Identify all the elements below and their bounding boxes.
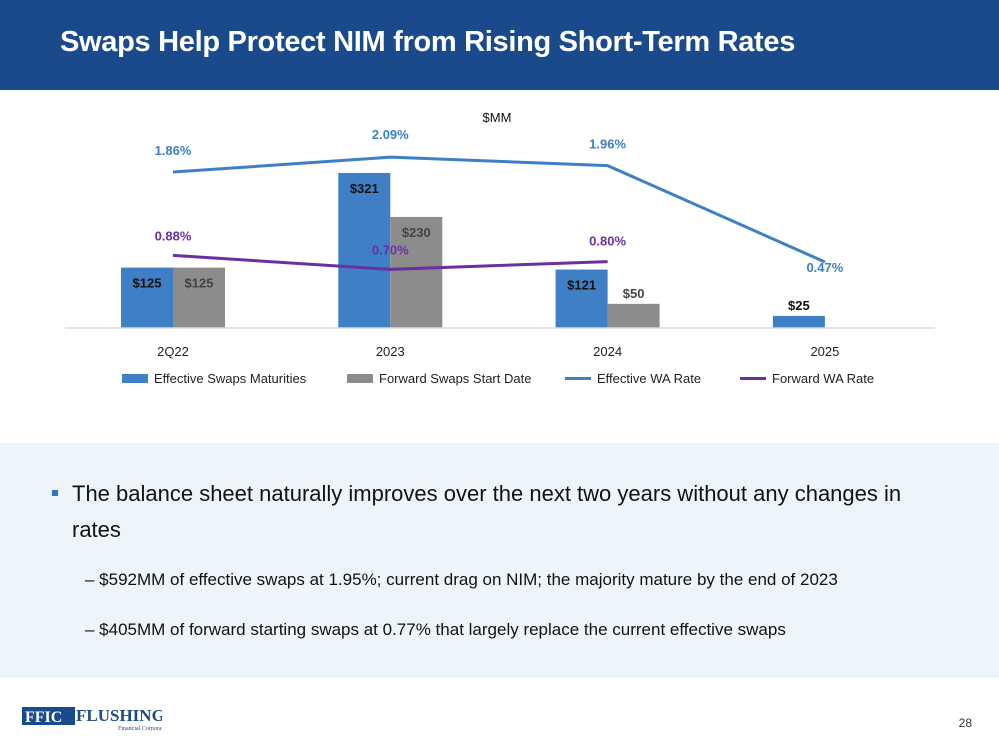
bar xyxy=(555,269,608,328)
rate-label: 0.70% xyxy=(372,242,409,257)
bar-label: $230 xyxy=(402,225,431,240)
slide-title: Swaps Help Protect NIM from Rising Short… xyxy=(60,26,796,58)
rate-label: 0.47% xyxy=(806,260,843,275)
rate-line xyxy=(172,253,608,271)
bar-label: $25 xyxy=(788,298,810,313)
rate-line xyxy=(172,155,826,264)
bullet-icon xyxy=(52,490,58,496)
legend-swatch xyxy=(122,374,148,383)
rate-label: 0.80% xyxy=(589,234,626,249)
swaps-chart: $MM $125 $321 $121 $25 $125 $230 $50 2Q22 2023 202… xyxy=(65,110,935,386)
bullet-panel xyxy=(0,443,999,678)
rate-label: 1.86% xyxy=(155,143,192,158)
x-tick-label: 2023 xyxy=(376,344,405,359)
bar-label: $125 xyxy=(185,276,214,291)
legend-label: Effective WA Rate xyxy=(597,371,701,386)
legend-label: Forward WA Rate xyxy=(772,371,874,386)
bar-label: $121 xyxy=(567,278,596,293)
bar-label: $321 xyxy=(350,181,379,196)
legend-swatch xyxy=(347,374,373,383)
title-bar: Swaps Help Protect NIM from Rising Short… xyxy=(0,0,999,90)
unit-label: $MM xyxy=(483,110,512,125)
x-tick-label: 2Q22 xyxy=(157,344,189,359)
bullet-main: The balance sheet naturally improves ove… xyxy=(52,476,952,548)
bar xyxy=(173,267,225,328)
bar xyxy=(772,315,825,328)
bar xyxy=(338,172,391,328)
rate-label: 0.88% xyxy=(155,228,192,243)
svg-text:Financial Corporation: Financial Corporation xyxy=(118,726,162,731)
bar-label: $50 xyxy=(623,286,645,301)
bar xyxy=(121,267,173,328)
x-tick-label: 2025 xyxy=(810,344,839,359)
bar xyxy=(607,303,660,328)
sub-bullet: – $405MM of forward starting swaps at 0.… xyxy=(85,620,786,639)
svg-text:FLUSHING: FLUSHING xyxy=(76,706,162,725)
ffic-logo: FFIC FLUSHING Financial Corporation xyxy=(22,706,162,731)
page-number: 28 xyxy=(958,716,972,730)
x-tick-label: 2024 xyxy=(593,344,622,359)
bar-label: $125 xyxy=(133,276,162,291)
bar xyxy=(390,216,443,328)
svg-text:FFIC: FFIC xyxy=(25,709,62,726)
legend-label: Effective Swaps Maturities xyxy=(154,371,307,386)
sub-bullet: – $592MM of effective swaps at 1.95%; cu… xyxy=(85,570,838,589)
rate-label: 1.96% xyxy=(589,137,626,152)
legend-label: Forward Swaps Start Date xyxy=(379,371,531,386)
rate-label: 2.09% xyxy=(372,127,409,142)
